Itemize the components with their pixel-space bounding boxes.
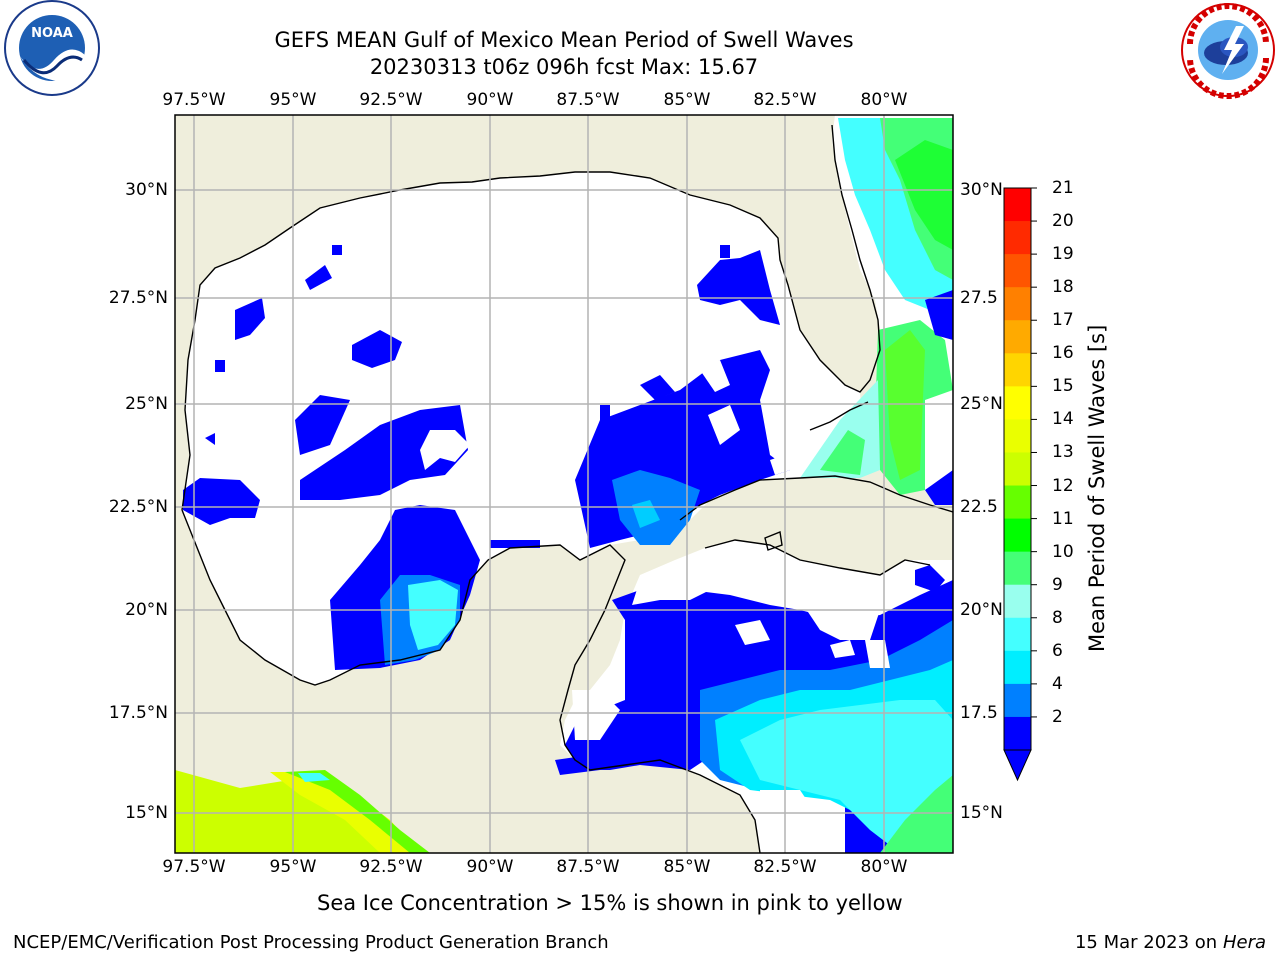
lon-label-top: 80°W [860, 90, 908, 110]
lat-label-right: 27.5 [960, 288, 998, 308]
colorbar-tick-label: 13 [1052, 442, 1074, 463]
colorbar-tick-label: 16 [1052, 343, 1074, 364]
map-subtitle: 20230313 t06z 096h fcst Max: 15.67 [369, 55, 759, 79]
colorbar-tick-label: 14 [1052, 409, 1074, 430]
footer-date: 15 Mar 2023 on Hera [1075, 932, 1266, 953]
lat-label-right: 25°N [960, 394, 1003, 414]
colorbar-extend-arrow [1003, 749, 1032, 782]
lon-label-top: 92.5°W [359, 90, 423, 110]
colorbar-tick-label: 6 [1052, 640, 1063, 661]
colorbar-tick-label: 19 [1052, 244, 1074, 265]
lat-label-right: 20°N [960, 600, 1003, 620]
lon-label-bottom: 87.5°W [556, 857, 620, 877]
colorbar-swatches [1003, 187, 1037, 782]
colorbar-swatch [1004, 584, 1031, 619]
lon-label-top: 90°W [466, 90, 514, 110]
pacific-field [298, 773, 330, 782]
colorbar-tick-label: 10 [1052, 541, 1074, 562]
lon-label-bottom: 90°W [466, 857, 514, 877]
lat-label-left: 20°N [125, 600, 168, 620]
colorbar-swatch [1004, 386, 1031, 420]
colorbar-swatch [1004, 716, 1031, 751]
map-frame [174, 114, 954, 854]
lat-label-right: 15°N [960, 803, 1003, 823]
colorbar-tick-label: 4 [1052, 673, 1063, 694]
colorbar-swatch [1004, 617, 1031, 652]
svg-text:NOAA: NOAA [31, 26, 73, 41]
lon-label-top: 97.5°W [162, 90, 226, 110]
pacific-field [285, 770, 430, 853]
lon-label-bottom: 82.5°W [753, 857, 817, 877]
colorbar-swatch [1004, 551, 1031, 586]
lat-label-right: 22.5 [960, 497, 998, 517]
lon-label-top: 82.5°W [753, 90, 817, 110]
colorbar-tick-label: 12 [1052, 475, 1074, 496]
colorbar-tick-label: 2 [1052, 706, 1063, 727]
swell-field [885, 330, 925, 480]
swell-field [820, 430, 865, 475]
lon-label-bottom: 85°W [663, 857, 711, 877]
colorbar-tick-label: 9 [1052, 574, 1063, 595]
colorbar-frame [1003, 187, 1032, 751]
lat-label-left: 17.5°N [108, 703, 168, 723]
gulf-water [182, 172, 862, 685]
graticule [175, 115, 953, 853]
swell-field [925, 290, 953, 340]
colorbar-swatch [1004, 188, 1031, 222]
colorbar-tick-label: 20 [1052, 211, 1074, 232]
lon-label-top: 85°W [663, 90, 711, 110]
colorbar-swatch [1004, 353, 1031, 387]
lon-label-top: 87.5°W [556, 90, 620, 110]
colorbar-tick-label: 8 [1052, 607, 1063, 628]
lat-label-right: 17.5 [960, 703, 998, 723]
colorbar-label: Mean Period of Swell Waves [s] [1085, 324, 1109, 652]
colorbar-swatch [1004, 287, 1031, 321]
colorbar-tick-label: 17 [1052, 310, 1074, 331]
swell-field [420, 360, 890, 853]
map-body [175, 115, 953, 853]
footer-host: Hera [1222, 932, 1266, 953]
lat-label-left: 30°N [125, 180, 168, 200]
colorbar-swatch [1004, 650, 1031, 685]
swell-field [895, 140, 953, 250]
lon-label-bottom: 80°W [860, 857, 908, 877]
nws-logo [1178, 0, 1278, 100]
noaa-logo: NOAA [2, 0, 102, 100]
lon-label-bottom: 95°W [269, 857, 317, 877]
colorbar-swatch [1004, 320, 1031, 354]
colorbar-swatch [1004, 485, 1031, 520]
colorbar-tick-label: 11 [1052, 508, 1074, 529]
lat-label-left: 25°N [125, 394, 168, 414]
colorbar-swatch [1004, 683, 1031, 718]
colorbar [1000, 185, 1050, 785]
swell-field [925, 470, 953, 505]
footer-date-text: 15 Mar 2023 on [1074, 932, 1218, 953]
colorbar-tick-label: 18 [1052, 277, 1074, 298]
colorbar-tick-label: 21 [1052, 178, 1074, 198]
colorbar-swatch [1004, 452, 1031, 487]
lat-label-left: 27.5°N [108, 288, 168, 308]
map-title: GEFS MEAN Gulf of Mexico Mean Period of … [274, 28, 854, 52]
colorbar-swatch [1004, 254, 1031, 288]
colorbar-swatch [1004, 221, 1031, 255]
lat-label-right: 30°N [960, 180, 1003, 200]
lon-label-bottom: 92.5°W [359, 857, 423, 877]
lon-label-top: 95°W [269, 90, 317, 110]
colorbar-tick-label: 15 [1052, 376, 1074, 397]
colorbar-swatch [1004, 518, 1031, 553]
lon-label-bottom: 97.5°W [162, 857, 226, 877]
coastline [181, 124, 953, 853]
footer-credit: NCEP/EMC/Verification Post Processing Pr… [13, 932, 609, 953]
colorbar-swatch [1004, 419, 1031, 453]
lat-label-left: 22.5°N [108, 497, 168, 517]
lat-label-left: 15°N [125, 803, 168, 823]
sea-ice-note: Sea Ice Concentration > 15% is shown in … [317, 891, 903, 915]
